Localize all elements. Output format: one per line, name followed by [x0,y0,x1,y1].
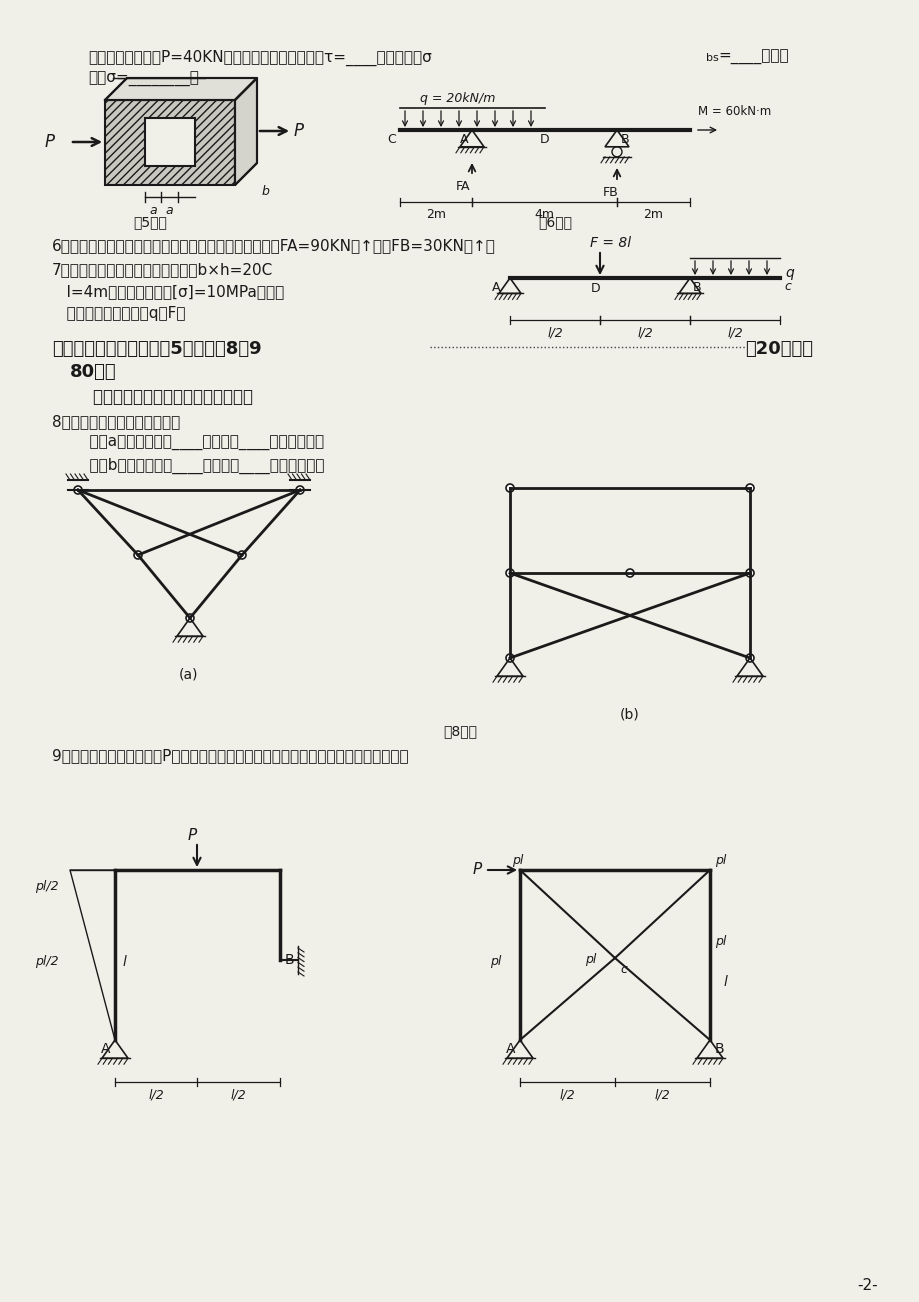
Text: 各20分，共: 各20分，共 [744,340,812,358]
Text: 第6题图: 第6题图 [538,215,572,229]
Circle shape [505,654,514,661]
Text: 应力σ=________。: 应力σ=________。 [88,72,199,87]
Text: P: P [294,122,303,141]
Text: FA: FA [456,180,470,193]
Text: 请将答案写在答题纸相应的位置上。: 请将答案写在答题纸相应的位置上。 [70,388,253,406]
Text: l/2: l/2 [653,1088,669,1101]
Text: (b): (b) [619,708,640,723]
Text: 三、结构力学（本大题共5小题，第8、9: 三、结构力学（本大题共5小题，第8、9 [52,340,261,358]
Text: (a): (a) [179,668,199,682]
Text: A: A [100,1042,110,1056]
Text: =____，拉伸: =____，拉伸 [717,49,788,65]
Text: P: P [472,862,482,878]
Text: A: A [492,281,500,294]
Text: 第5题图: 第5题图 [133,215,166,229]
Text: l: l [123,954,127,969]
Text: c: c [149,141,155,150]
Text: d: d [164,137,171,147]
Text: F = 8l: F = 8l [589,236,630,250]
Text: C: C [387,133,395,146]
Text: b: b [262,185,269,198]
Text: 受到一对轴向拉力P=40KN作用，该连接件的剪应力τ=____，挤压应力σ: 受到一对轴向拉力P=40KN作用，该连接件的剪应力τ=____，挤压应力σ [88,49,431,66]
Text: D: D [539,133,550,146]
Text: l/2: l/2 [637,326,652,339]
Text: 4m: 4m [533,208,553,221]
Text: pl: pl [490,954,501,967]
Text: 第8题图: 第8题图 [443,724,476,738]
Circle shape [238,551,245,559]
Circle shape [745,569,754,577]
Text: q = 20kN/m: q = 20kN/m [420,92,494,105]
Text: D: D [591,283,600,296]
Circle shape [296,486,303,493]
Text: A: A [459,133,468,146]
Circle shape [745,654,754,661]
Text: 7．图示为矩形截面木梁，截面尺寸b×h=20C: 7．图示为矩形截面木梁，截面尺寸b×h=20C [52,262,273,277]
Text: 2m: 2m [425,208,446,221]
Text: B: B [692,281,701,294]
Circle shape [745,484,754,492]
Text: pl/2: pl/2 [35,880,59,893]
Circle shape [625,569,633,577]
Text: 图（a）所示结构为____体系，有____个多余约束。: 图（a）所示结构为____体系，有____个多余约束。 [70,436,323,450]
Text: q: q [784,266,793,280]
Polygon shape [105,100,234,185]
Polygon shape [105,78,256,100]
Text: c: c [619,963,626,976]
Text: P: P [187,828,197,842]
Text: bs: bs [705,53,718,62]
Circle shape [134,551,142,559]
Text: pl: pl [714,854,726,867]
Text: B: B [285,953,294,967]
Text: l/2: l/2 [547,326,562,339]
Circle shape [505,569,514,577]
Text: 6．绘制图示外伸梁的剪力图和弯矩图，已知：支座反力FA=90KN（↑），FB=30KN（↑）: 6．绘制图示外伸梁的剪力图和弯矩图，已知：支座反力FA=90KN（↑），FB=3… [52,238,495,253]
Text: 2m: 2m [642,208,663,221]
Polygon shape [234,78,256,185]
Text: 80分）: 80分） [70,363,117,381]
Text: l/2: l/2 [148,1088,164,1101]
Text: l/2: l/2 [726,326,742,339]
Text: l: l [723,975,727,990]
Text: B: B [714,1042,724,1056]
Text: 9．图示各静定刚架在荷载P作用下的弯矩图，请检查是否正确，若有错误请加以改正。: 9．图示各静定刚架在荷载P作用下的弯矩图，请检查是否正确，若有错误请加以改正。 [52,749,408,763]
Text: 8．通过几何组成分析，可知：: 8．通过几何组成分析，可知： [52,414,180,428]
Text: pl: pl [584,953,596,966]
Text: pl: pl [512,854,523,867]
Text: FB: FB [602,186,618,199]
Text: 度确定梁的许用荷载q、F。: 度确定梁的许用荷载q、F。 [52,306,186,322]
Text: l/2: l/2 [230,1088,245,1101]
Text: pl: pl [714,935,726,948]
Text: a: a [165,204,173,217]
Text: a: a [149,204,156,217]
Text: B: B [620,133,629,146]
Circle shape [186,615,194,622]
Text: l/2: l/2 [559,1088,574,1101]
Text: 图（b）所示结构为____体系，有____个多余约束。: 图（b）所示结构为____体系，有____个多余约束。 [70,458,324,474]
Text: P: P [45,133,55,151]
Text: M = 60kN·m: M = 60kN·m [698,105,770,118]
Text: l=4m，材料许用应力[σ]=10MPa，试根: l=4m，材料许用应力[σ]=10MPa，试根 [52,284,284,299]
Text: A: A [505,1042,515,1056]
Circle shape [74,486,82,493]
Circle shape [505,484,514,492]
Text: -2-: -2- [857,1279,878,1293]
Text: pl/2: pl/2 [35,954,59,967]
Polygon shape [145,118,195,165]
Text: c: c [783,280,790,293]
